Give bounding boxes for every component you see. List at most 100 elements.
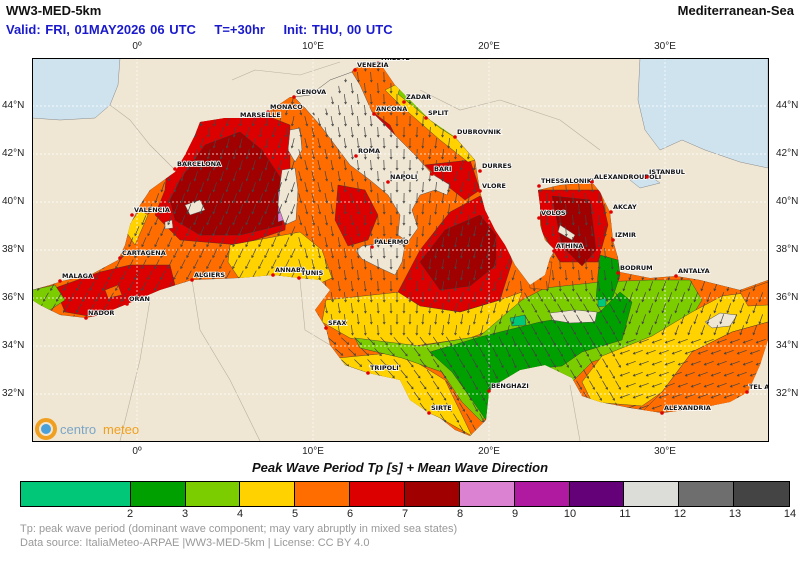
city-antalya: ANTALYA: [674, 266, 710, 278]
wave-direction-arrow: [251, 182, 256, 193]
wave-direction-arrow: [421, 159, 425, 171]
city-dot: [402, 100, 406, 104]
wave-direction-arrow: [395, 314, 399, 325]
wave-direction-arrow: [447, 159, 450, 171]
zone-red-tyrrhenian: [334, 184, 379, 247]
wave-direction-arrow: [219, 127, 224, 138]
wave-direction-arrow: [167, 259, 173, 270]
wave-direction-arrow: [710, 349, 721, 355]
wave-direction-arrow: [369, 247, 373, 259]
wave-direction-arrow: [441, 214, 445, 226]
city-label: SFAX: [328, 319, 346, 327]
city-label: MARSEILLE: [240, 111, 281, 119]
lon-label-top: 30°E: [654, 41, 676, 52]
wave-direction-arrow: [597, 192, 601, 204]
wave-direction-arrow: [395, 182, 399, 193]
wave-direction-arrow: [603, 269, 607, 281]
city-dot: [674, 274, 678, 278]
wave-direction-arrow: [376, 258, 380, 270]
wave-direction-arrow: [447, 247, 450, 259]
wave-direction-arrow: [446, 336, 453, 346]
wave-direction-arrow: [638, 404, 649, 410]
wave-direction-arrow: [343, 248, 347, 259]
wave-direction-arrow: [609, 303, 615, 313]
wave-direction-arrow: [531, 325, 537, 335]
wave-direction-arrow: [693, 292, 699, 303]
city-label: PALERMO: [374, 238, 409, 246]
wave-direction-arrow: [472, 226, 477, 237]
wave-direction-arrow: [271, 259, 277, 270]
wave-direction-arrow: [589, 314, 595, 324]
wave-direction-arrow: [454, 259, 458, 270]
wave-direction-arrow: [238, 182, 243, 193]
wave-direction-arrow: [577, 181, 581, 193]
wave-direction-arrow: [439, 413, 447, 423]
wave-direction-arrow: [661, 325, 667, 336]
wave-direction-arrow: [212, 182, 217, 193]
wave-direction-arrow: [186, 160, 191, 171]
wave-direction-arrow: [376, 192, 380, 204]
lon-label-top: 20°E: [478, 41, 500, 52]
city-marseille: MARSEILLE: [236, 110, 282, 122]
wave-direction-arrow: [589, 292, 595, 302]
wave-direction-arrow: [434, 269, 438, 281]
wave-direction-arrow: [641, 292, 647, 303]
wave-direction-arrow: [693, 314, 699, 325]
marmara-sea: [629, 175, 661, 189]
wave-direction-arrow: [703, 338, 714, 344]
wave-direction-arrow: [537, 336, 543, 346]
wave-direction-arrow: [511, 314, 516, 325]
colorbar-bin: [405, 482, 460, 506]
wave-direction-arrow: [251, 248, 257, 259]
wave-direction-arrow: [400, 369, 408, 379]
wave-direction-arrow: [406, 358, 414, 368]
wave-direction-arrow: [193, 237, 199, 248]
wave-direction-arrow: [258, 127, 263, 138]
wave-direction-arrow: [602, 358, 608, 368]
wave-direction-arrow: [544, 325, 550, 335]
city-label: ALEXANDROUPOLI: [594, 173, 661, 181]
wave-direction-arrow: [264, 226, 270, 237]
wave-direction-arrow: [173, 270, 179, 280]
wave-direction-arrow: [251, 226, 257, 237]
wave-direction-arrow: [651, 338, 662, 344]
wave-direction-arrow: [277, 248, 283, 259]
wave-direction-arrow: [485, 336, 491, 347]
city-vlore: VLORE: [478, 181, 507, 193]
city-label: GENOVA: [296, 88, 326, 96]
wave-direction-arrow: [225, 182, 230, 193]
wave-direction-arrow: [351, 236, 354, 248]
wave-direction-arrow: [212, 204, 218, 215]
wave-direction-arrow: [441, 236, 445, 248]
atlantic-ocean: [32, 58, 121, 121]
wave-direction-arrow: [466, 237, 471, 248]
wave-direction-arrow: [258, 171, 263, 182]
wave-direction-arrow: [505, 259, 510, 270]
lat-label-right: 42°N: [776, 148, 799, 159]
wave-direction-arrow: [434, 159, 438, 171]
wave-direction-arrow: [661, 281, 667, 292]
wave-direction-arrow: [706, 292, 712, 303]
wave-direction-arrow: [141, 259, 147, 270]
wave-direction-arrow: [485, 380, 491, 391]
wave-direction-arrow: [563, 358, 569, 368]
wave-direction-arrow: [684, 393, 695, 399]
wave-direction-arrow: [351, 148, 354, 160]
colorbar-tick-label: 14: [783, 508, 797, 520]
wave-direction-arrow: [441, 170, 445, 182]
wave-direction-arrow: [603, 247, 607, 259]
wave-direction-arrow: [434, 137, 438, 149]
wave-direction-arrow: [361, 348, 370, 356]
wave-direction-arrow: [147, 270, 153, 280]
wave-direction-arrow: [460, 182, 464, 193]
wave-direction-arrow: [343, 182, 347, 193]
wave-direction-arrow: [128, 259, 134, 270]
wave-direction-arrow: [147, 248, 153, 259]
wave-direction-arrow: [387, 369, 395, 379]
wave-direction-arrow: [199, 226, 205, 237]
city-label: THESSALONIKI: [541, 177, 594, 185]
wave-direction-arrow: [428, 302, 432, 314]
wave-direction-arrow: [351, 192, 354, 204]
wave-direction-arrow: [446, 380, 453, 390]
